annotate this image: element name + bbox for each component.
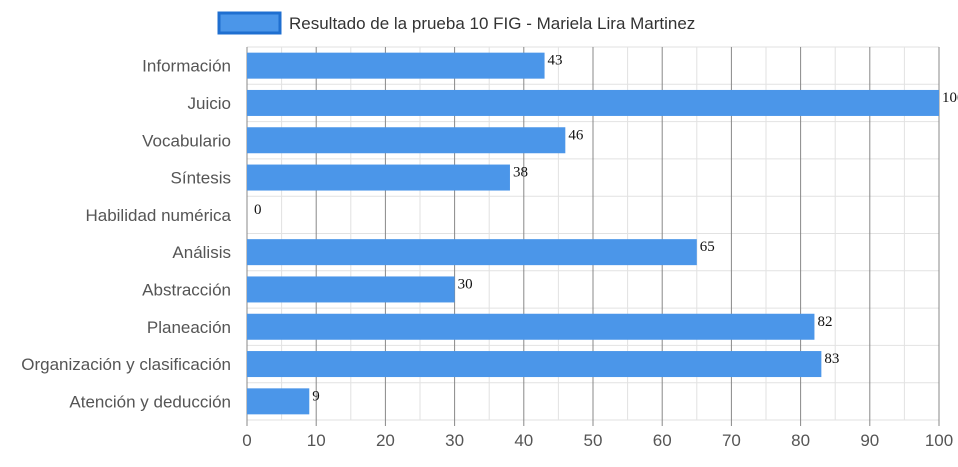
- x-tick-label: 40: [514, 431, 533, 450]
- x-tick-label: 80: [791, 431, 810, 450]
- x-tick-label: 60: [653, 431, 672, 450]
- value-label: 38: [513, 165, 528, 181]
- value-label: 0: [254, 202, 262, 218]
- category-label: Síntesis: [171, 169, 231, 188]
- bar: [247, 164, 510, 191]
- bar: [247, 89, 939, 116]
- x-tick-label: 0: [242, 431, 251, 450]
- x-tick-label: 20: [376, 431, 395, 450]
- value-label: 43: [548, 53, 563, 69]
- bar: [247, 313, 815, 340]
- bars: [247, 52, 939, 415]
- category-label: Atención y deducción: [69, 392, 231, 411]
- category-label: Habilidad numérica: [85, 206, 231, 225]
- value-label: 83: [824, 351, 839, 367]
- category-label: Organización y clasificación: [21, 355, 231, 374]
- category-label: Juicio: [188, 94, 231, 113]
- category-label: Vocabulario: [142, 131, 231, 150]
- x-axis-ticks: 0 10 20 30 40 50 60 70 80 90 100: [242, 431, 953, 450]
- category-label: Planeación: [147, 318, 231, 337]
- value-label: 30: [458, 276, 473, 292]
- legend-label: Resultado de la prueba 10 FIG - Mariela …: [289, 14, 695, 33]
- value-label: 100: [942, 90, 958, 106]
- x-tick-label: 70: [722, 431, 741, 450]
- category-label: Abstracción: [142, 280, 231, 299]
- legend[interactable]: Resultado de la prueba 10 FIG - Mariela …: [217, 11, 695, 35]
- bar: [247, 127, 566, 154]
- category-labels: Información Juicio Vocabulario Síntesis Habi…: [21, 57, 231, 412]
- bar: [247, 239, 697, 266]
- category-label: Análisis: [172, 243, 231, 262]
- x-tick-label: 50: [584, 431, 603, 450]
- value-label: 46: [568, 127, 584, 143]
- bar: [247, 52, 545, 79]
- legend-swatch: [217, 11, 282, 35]
- category-label: Información: [142, 57, 231, 76]
- value-label: 65: [700, 239, 715, 255]
- x-tick-label: 30: [445, 431, 464, 450]
- bar: [247, 351, 822, 378]
- x-tick-label: 90: [860, 431, 879, 450]
- x-tick-label: 10: [307, 431, 326, 450]
- x-tick-label: 100: [925, 431, 953, 450]
- value-label: 9: [312, 388, 320, 404]
- bar: [247, 388, 310, 415]
- value-label: 82: [817, 314, 832, 330]
- value-labels: 43 100 46 38 0 65 30 82 83 9: [254, 53, 958, 405]
- bar: [247, 276, 455, 303]
